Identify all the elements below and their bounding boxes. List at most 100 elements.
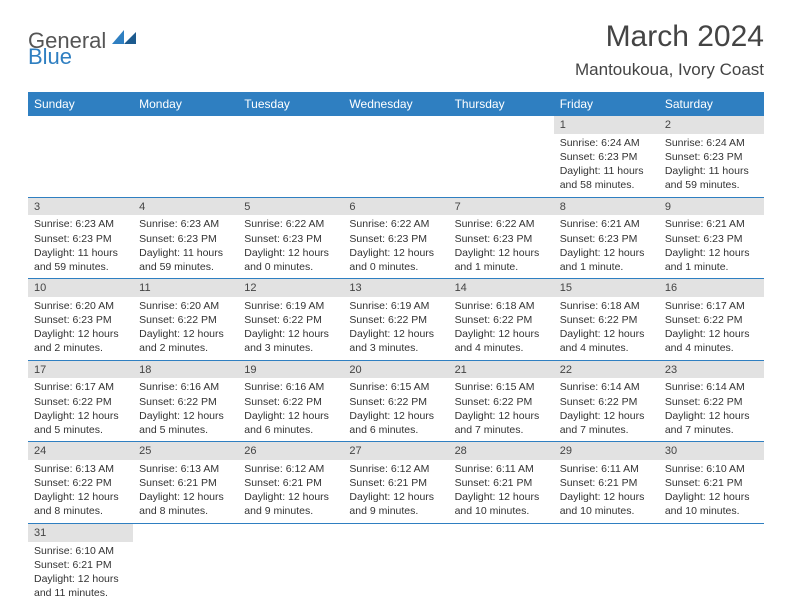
day-number: 22 — [554, 361, 659, 379]
calendar-cell — [659, 523, 764, 604]
sunset-text: Sunset: 6:22 PM — [455, 313, 548, 327]
calendar-week: 17Sunrise: 6:17 AMSunset: 6:22 PMDayligh… — [28, 360, 764, 442]
calendar-cell: 26Sunrise: 6:12 AMSunset: 6:21 PMDayligh… — [238, 442, 343, 524]
sunrise-text: Sunrise: 6:22 AM — [349, 217, 442, 231]
header: General March 2024 Mantoukoua, Ivory Coa… — [28, 20, 764, 80]
sunset-text: Sunset: 6:21 PM — [139, 476, 232, 490]
day-number: 11 — [133, 279, 238, 297]
daylight-text: Daylight: 12 hours and 3 minutes. — [349, 327, 442, 355]
daylight-text: Daylight: 11 hours and 59 minutes. — [665, 164, 758, 192]
logo-line2: Blue — [28, 44, 72, 70]
daylight-text: Daylight: 12 hours and 1 minute. — [665, 246, 758, 274]
calendar-cell: 25Sunrise: 6:13 AMSunset: 6:21 PMDayligh… — [133, 442, 238, 524]
calendar-cell: 4Sunrise: 6:23 AMSunset: 6:23 PMDaylight… — [133, 197, 238, 279]
day-number: 30 — [659, 442, 764, 460]
daylight-text: Daylight: 12 hours and 5 minutes. — [34, 409, 127, 437]
sunset-text: Sunset: 6:21 PM — [665, 476, 758, 490]
day-content: Sunrise: 6:15 AMSunset: 6:22 PMDaylight:… — [343, 378, 448, 441]
calendar-cell: 16Sunrise: 6:17 AMSunset: 6:22 PMDayligh… — [659, 279, 764, 361]
month-title: March 2024 — [575, 20, 764, 54]
daylight-text: Daylight: 12 hours and 0 minutes. — [349, 246, 442, 274]
sunrise-text: Sunrise: 6:21 AM — [665, 217, 758, 231]
day-number: 7 — [449, 198, 554, 216]
sunset-text: Sunset: 6:22 PM — [665, 395, 758, 409]
sunset-text: Sunset: 6:23 PM — [244, 232, 337, 246]
calendar-cell: 1Sunrise: 6:24 AMSunset: 6:23 PMDaylight… — [554, 116, 659, 197]
calendar-cell: 10Sunrise: 6:20 AMSunset: 6:23 PMDayligh… — [28, 279, 133, 361]
title-block: March 2024 Mantoukoua, Ivory Coast — [575, 20, 764, 80]
daylight-text: Daylight: 12 hours and 6 minutes. — [349, 409, 442, 437]
sunrise-text: Sunrise: 6:22 AM — [244, 217, 337, 231]
sunrise-text: Sunrise: 6:18 AM — [455, 299, 548, 313]
day-content: Sunrise: 6:24 AMSunset: 6:23 PMDaylight:… — [659, 134, 764, 197]
sunset-text: Sunset: 6:21 PM — [455, 476, 548, 490]
day-number: 15 — [554, 279, 659, 297]
day-number: 10 — [28, 279, 133, 297]
day-content: Sunrise: 6:20 AMSunset: 6:22 PMDaylight:… — [133, 297, 238, 360]
daylight-text: Daylight: 12 hours and 7 minutes. — [455, 409, 548, 437]
sunrise-text: Sunrise: 6:11 AM — [560, 462, 653, 476]
calendar-cell: 11Sunrise: 6:20 AMSunset: 6:22 PMDayligh… — [133, 279, 238, 361]
calendar-cell: 13Sunrise: 6:19 AMSunset: 6:22 PMDayligh… — [343, 279, 448, 361]
calendar-cell: 31Sunrise: 6:10 AMSunset: 6:21 PMDayligh… — [28, 523, 133, 604]
daylight-text: Daylight: 12 hours and 6 minutes. — [244, 409, 337, 437]
sunset-text: Sunset: 6:22 PM — [139, 395, 232, 409]
day-content: Sunrise: 6:11 AMSunset: 6:21 PMDaylight:… — [554, 460, 659, 523]
sunset-text: Sunset: 6:23 PM — [560, 232, 653, 246]
calendar-cell — [133, 523, 238, 604]
calendar-cell — [343, 116, 448, 197]
calendar-week: 31Sunrise: 6:10 AMSunset: 6:21 PMDayligh… — [28, 523, 764, 604]
sunrise-text: Sunrise: 6:12 AM — [244, 462, 337, 476]
calendar-body: 1Sunrise: 6:24 AMSunset: 6:23 PMDaylight… — [28, 116, 764, 604]
sunset-text: Sunset: 6:22 PM — [244, 313, 337, 327]
day-content: Sunrise: 6:24 AMSunset: 6:23 PMDaylight:… — [554, 134, 659, 197]
sunset-text: Sunset: 6:23 PM — [455, 232, 548, 246]
sunrise-text: Sunrise: 6:18 AM — [560, 299, 653, 313]
day-header: Friday — [554, 92, 659, 116]
day-number: 23 — [659, 361, 764, 379]
logo-text-2: Blue — [28, 44, 72, 69]
daylight-text: Daylight: 12 hours and 4 minutes. — [455, 327, 548, 355]
calendar-cell — [238, 116, 343, 197]
sunrise-text: Sunrise: 6:20 AM — [139, 299, 232, 313]
calendar-cell: 9Sunrise: 6:21 AMSunset: 6:23 PMDaylight… — [659, 197, 764, 279]
calendar-cell: 29Sunrise: 6:11 AMSunset: 6:21 PMDayligh… — [554, 442, 659, 524]
calendar-week: 10Sunrise: 6:20 AMSunset: 6:23 PMDayligh… — [28, 279, 764, 361]
day-number: 29 — [554, 442, 659, 460]
day-content: Sunrise: 6:17 AMSunset: 6:22 PMDaylight:… — [659, 297, 764, 360]
day-header: Monday — [133, 92, 238, 116]
daylight-text: Daylight: 12 hours and 4 minutes. — [560, 327, 653, 355]
sunset-text: Sunset: 6:23 PM — [34, 313, 127, 327]
sunrise-text: Sunrise: 6:21 AM — [560, 217, 653, 231]
daylight-text: Daylight: 12 hours and 3 minutes. — [244, 327, 337, 355]
calendar-week: 24Sunrise: 6:13 AMSunset: 6:22 PMDayligh… — [28, 442, 764, 524]
day-content: Sunrise: 6:10 AMSunset: 6:21 PMDaylight:… — [28, 542, 133, 605]
sunrise-text: Sunrise: 6:15 AM — [349, 380, 442, 394]
day-number: 26 — [238, 442, 343, 460]
calendar-cell: 30Sunrise: 6:10 AMSunset: 6:21 PMDayligh… — [659, 442, 764, 524]
sunset-text: Sunset: 6:23 PM — [560, 150, 653, 164]
calendar-cell: 14Sunrise: 6:18 AMSunset: 6:22 PMDayligh… — [449, 279, 554, 361]
day-content: Sunrise: 6:15 AMSunset: 6:22 PMDaylight:… — [449, 378, 554, 441]
sunset-text: Sunset: 6:22 PM — [349, 395, 442, 409]
sunset-text: Sunset: 6:22 PM — [34, 395, 127, 409]
sunrise-text: Sunrise: 6:10 AM — [665, 462, 758, 476]
day-number: 4 — [133, 198, 238, 216]
sunset-text: Sunset: 6:22 PM — [560, 313, 653, 327]
location: Mantoukoua, Ivory Coast — [575, 60, 764, 80]
calendar-cell: 27Sunrise: 6:12 AMSunset: 6:21 PMDayligh… — [343, 442, 448, 524]
sunrise-text: Sunrise: 6:14 AM — [560, 380, 653, 394]
daylight-text: Daylight: 12 hours and 11 minutes. — [34, 572, 127, 600]
calendar-cell — [238, 523, 343, 604]
day-content: Sunrise: 6:16 AMSunset: 6:22 PMDaylight:… — [238, 378, 343, 441]
sunrise-text: Sunrise: 6:13 AM — [139, 462, 232, 476]
sunrise-text: Sunrise: 6:16 AM — [139, 380, 232, 394]
sunrise-text: Sunrise: 6:20 AM — [34, 299, 127, 313]
calendar-cell: 22Sunrise: 6:14 AMSunset: 6:22 PMDayligh… — [554, 360, 659, 442]
sunrise-text: Sunrise: 6:23 AM — [139, 217, 232, 231]
day-content: Sunrise: 6:22 AMSunset: 6:23 PMDaylight:… — [343, 215, 448, 278]
sunrise-text: Sunrise: 6:16 AM — [244, 380, 337, 394]
logo-flag-icon — [112, 30, 138, 53]
daylight-text: Daylight: 12 hours and 2 minutes. — [139, 327, 232, 355]
calendar-cell: 28Sunrise: 6:11 AMSunset: 6:21 PMDayligh… — [449, 442, 554, 524]
